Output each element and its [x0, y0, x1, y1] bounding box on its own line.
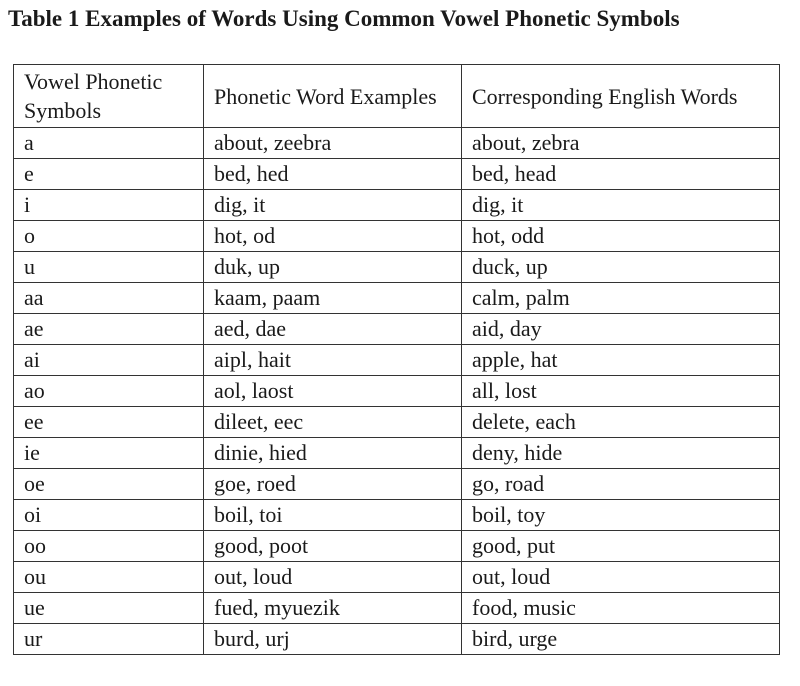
- header-cell: Phonetic Word Examples: [204, 65, 462, 128]
- table-row: ebed, hedbed, head: [14, 159, 780, 190]
- table-row: iedinie, hieddeny, hide: [14, 438, 780, 469]
- table-cell: deny, hide: [462, 438, 780, 469]
- table-row: ouout, loudout, loud: [14, 562, 780, 593]
- table-cell: bed, head: [462, 159, 780, 190]
- table-row: uefued, myuezikfood, music: [14, 593, 780, 624]
- table-cell: duk, up: [204, 252, 462, 283]
- header-row: Vowel Phonetic SymbolsPhonetic Word Exam…: [14, 65, 780, 128]
- table-cell: dig, it: [204, 190, 462, 221]
- table-cell: bird, urge: [462, 624, 780, 655]
- table-cell: ue: [14, 593, 204, 624]
- table-cell: u: [14, 252, 204, 283]
- header-cell: Vowel Phonetic Symbols: [14, 65, 204, 128]
- table-cell: oi: [14, 500, 204, 531]
- table-cell: ee: [14, 407, 204, 438]
- table-cell: ao: [14, 376, 204, 407]
- table-row: aeaed, daeaid, day: [14, 314, 780, 345]
- table-cell: ae: [14, 314, 204, 345]
- table-cell: calm, palm: [462, 283, 780, 314]
- table-cell: aa: [14, 283, 204, 314]
- table-row: ohot, odhot, odd: [14, 221, 780, 252]
- table-cell: about, zeebra: [204, 128, 462, 159]
- table-cell: fued, myuezik: [204, 593, 462, 624]
- header-cell: Corresponding English Words: [462, 65, 780, 128]
- table-cell: aed, dae: [204, 314, 462, 345]
- table-cell: ai: [14, 345, 204, 376]
- table-cell: burd, urj: [204, 624, 462, 655]
- table-row: urburd, urjbird, urge: [14, 624, 780, 655]
- table-cell: aol, laost: [204, 376, 462, 407]
- table-cell: ou: [14, 562, 204, 593]
- table-cell: apple, hat: [462, 345, 780, 376]
- table-cell: oo: [14, 531, 204, 562]
- table-cell: out, loud: [462, 562, 780, 593]
- table-row: oiboil, toiboil, toy: [14, 500, 780, 531]
- table-cell: hot, odd: [462, 221, 780, 252]
- table-cell: ur: [14, 624, 204, 655]
- table-cell: goe, roed: [204, 469, 462, 500]
- table-cell: a: [14, 128, 204, 159]
- table-cell: bed, hed: [204, 159, 462, 190]
- table-cell: out, loud: [204, 562, 462, 593]
- table-cell: dinie, hied: [204, 438, 462, 469]
- table-cell: aid, day: [462, 314, 780, 345]
- table-cell: boil, toy: [462, 500, 780, 531]
- table-row: aabout, zeebraabout, zebra: [14, 128, 780, 159]
- table-cell: dig, it: [462, 190, 780, 221]
- vowel-table: Vowel Phonetic SymbolsPhonetic Word Exam…: [13, 64, 780, 655]
- table-body: aabout, zeebraabout, zebraebed, hedbed, …: [14, 128, 780, 655]
- table-cell: hot, od: [204, 221, 462, 252]
- table-cell: go, road: [462, 469, 780, 500]
- table-cell: kaam, paam: [204, 283, 462, 314]
- table-cell: dileet, eec: [204, 407, 462, 438]
- table-title: Table 1 Examples of Words Using Common V…: [8, 6, 680, 32]
- table-row: aoaol, laostall, lost: [14, 376, 780, 407]
- table-row: oegoe, roedgo, road: [14, 469, 780, 500]
- table-cell: o: [14, 221, 204, 252]
- table-cell: good, poot: [204, 531, 462, 562]
- table-row: oogood, pootgood, put: [14, 531, 780, 562]
- table-cell: duck, up: [462, 252, 780, 283]
- table-row: eedileet, eecdelete, each: [14, 407, 780, 438]
- table-cell: good, put: [462, 531, 780, 562]
- table-row: aakaam, paamcalm, palm: [14, 283, 780, 314]
- table-cell: delete, each: [462, 407, 780, 438]
- table-cell: about, zebra: [462, 128, 780, 159]
- table-cell: boil, toi: [204, 500, 462, 531]
- table-row: aiaipl, haitapple, hat: [14, 345, 780, 376]
- table-cell: e: [14, 159, 204, 190]
- table-cell: food, music: [462, 593, 780, 624]
- table-cell: ie: [14, 438, 204, 469]
- table-cell: oe: [14, 469, 204, 500]
- table-cell: aipl, hait: [204, 345, 462, 376]
- table-row: uduk, upduck, up: [14, 252, 780, 283]
- table-row: idig, itdig, it: [14, 190, 780, 221]
- table-cell: i: [14, 190, 204, 221]
- table-cell: all, lost: [462, 376, 780, 407]
